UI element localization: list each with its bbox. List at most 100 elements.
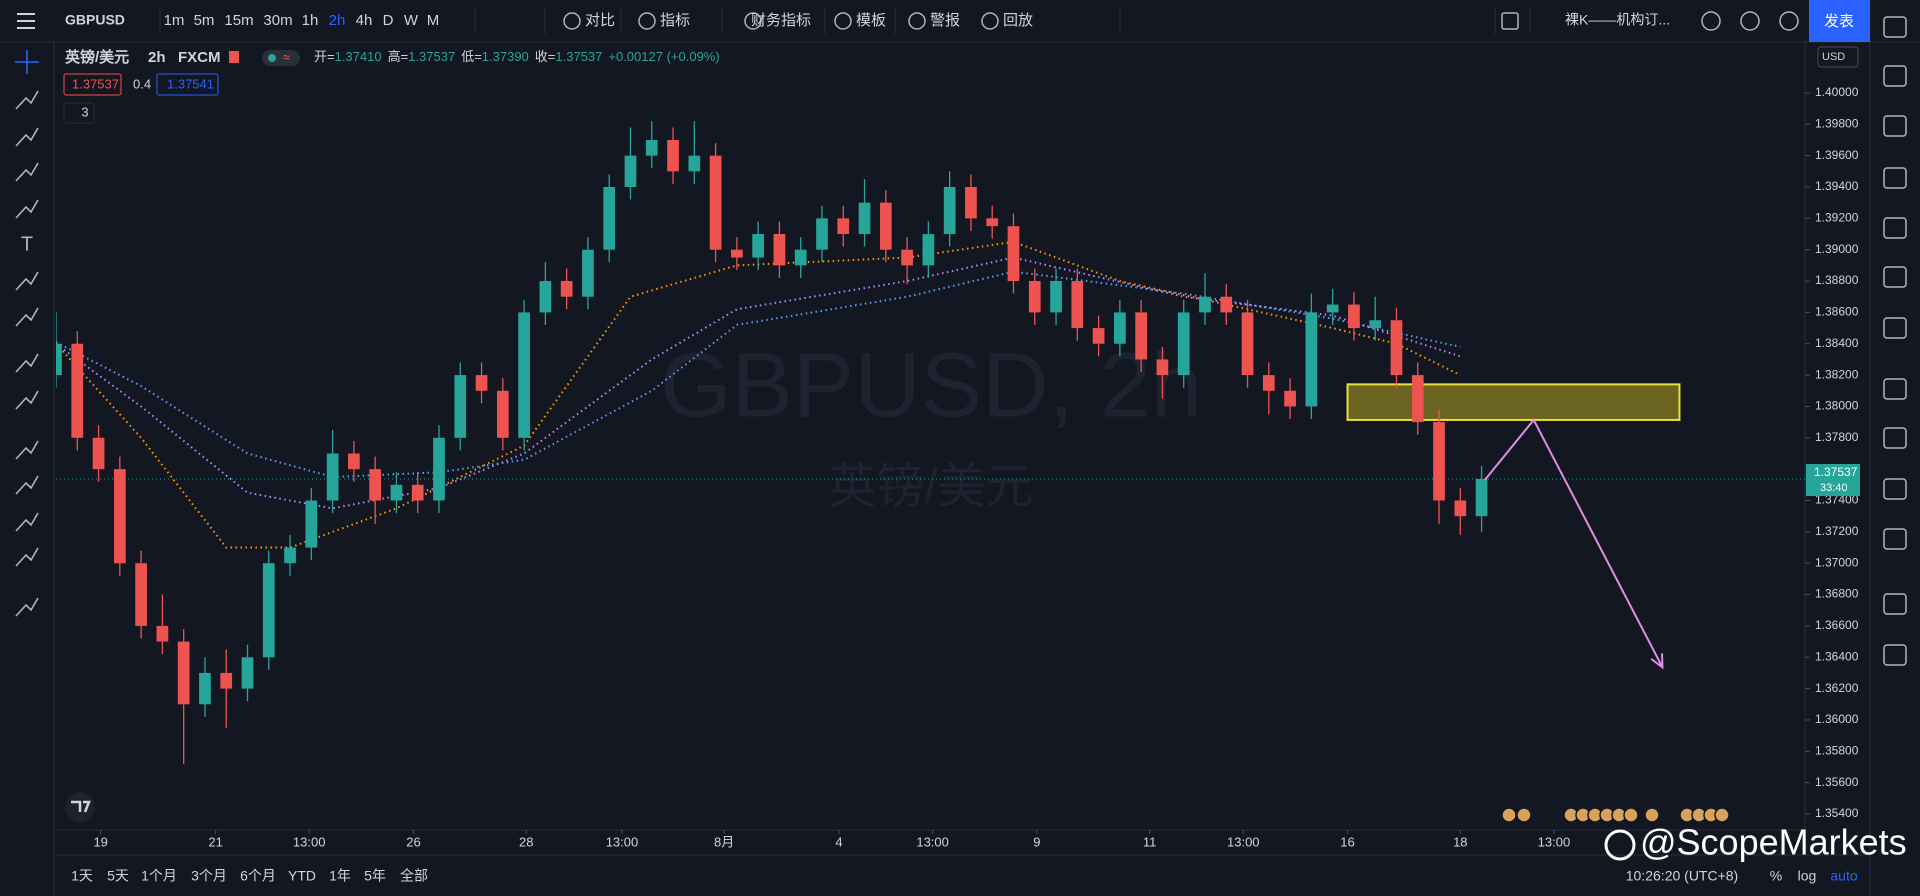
range-button[interactable]: 3个月 <box>191 868 227 884</box>
layout-name[interactable]: 裸K——机构订... <box>1565 12 1670 28</box>
candle-body <box>645 139 658 156</box>
range-button[interactable]: 1个月 <box>141 868 177 884</box>
percent-toggle[interactable]: % <box>1770 868 1782 884</box>
candle-body <box>262 563 275 658</box>
candle-body <box>1156 359 1169 376</box>
button-icon[interactable] <box>981 12 999 30</box>
y-tick-label: 1.35400 <box>1815 806 1859 820</box>
toolbar-icon[interactable] <box>1779 11 1799 31</box>
candle-body <box>986 218 999 227</box>
legend-low-label: 低= <box>461 49 482 64</box>
interval[interactable]: 15m <box>224 12 253 29</box>
tool-icon[interactable]: T <box>21 233 33 255</box>
toolbar-button[interactable]: 指标 <box>660 12 690 29</box>
tool-icon[interactable] <box>15 90 39 110</box>
sidebar-icon[interactable] <box>1883 217 1907 239</box>
arrow-head <box>1650 653 1664 670</box>
interval[interactable]: W <box>404 12 419 29</box>
toolbar-button[interactable]: 回放 <box>1003 12 1033 29</box>
sidebar-icon[interactable] <box>1883 65 1907 87</box>
tool-icon[interactable] <box>15 353 39 373</box>
candle-body <box>1284 390 1296 407</box>
sidebar-icon[interactable] <box>1883 528 1907 550</box>
button-icon[interactable] <box>563 12 581 30</box>
sidebar-icon[interactable] <box>1883 167 1907 189</box>
candle-body <box>879 202 892 250</box>
sidebar-icon[interactable] <box>1883 115 1907 137</box>
tool-icon[interactable] <box>15 440 39 460</box>
range-button[interactable]: 1天 <box>71 868 93 884</box>
range-button[interactable]: 5年 <box>364 868 386 884</box>
event-flag[interactable] <box>1714 807 1730 823</box>
interval[interactable]: 1m <box>164 12 185 29</box>
sidebar-icon[interactable] <box>1883 378 1907 400</box>
toolbar-button[interactable]: 模板 <box>856 11 886 29</box>
tool-icon[interactable] <box>15 547 39 567</box>
sidebar-icon[interactable] <box>1883 317 1907 339</box>
tool-icon[interactable] <box>15 271 39 291</box>
toolbar-button[interactable]: 警报 <box>930 12 960 29</box>
icon-part <box>15 597 39 617</box>
publish-button[interactable] <box>1809 0 1870 42</box>
button-icon[interactable] <box>834 12 852 30</box>
tool-icon[interactable] <box>15 199 39 219</box>
interval[interactable]: 1h <box>302 12 319 29</box>
range-button[interactable]: 5天 <box>107 868 129 884</box>
menu-icon[interactable] <box>17 13 35 29</box>
range-button[interactable]: 全部 <box>400 868 428 884</box>
candle-body <box>92 437 105 470</box>
status-dot <box>268 54 276 62</box>
y-tick-label: 1.38200 <box>1815 367 1859 381</box>
interval[interactable]: 30m <box>263 12 292 29</box>
candle-body <box>1348 304 1360 329</box>
interval[interactable]: 5m <box>194 12 215 29</box>
interval[interactable]: 4h <box>356 12 373 29</box>
sidebar-icon[interactable] <box>1883 266 1907 288</box>
event-flag[interactable] <box>1516 807 1532 823</box>
tool-icon[interactable] <box>15 307 39 327</box>
legend-close: 1.37537 <box>555 49 602 64</box>
interval[interactable]: M <box>427 12 440 29</box>
toolbar-icon[interactable] <box>1740 11 1760 31</box>
tool-icon[interactable] <box>15 512 39 532</box>
toolbar-button[interactable]: 财务指标 <box>751 12 811 29</box>
candle-body <box>943 186 956 235</box>
log-toggle[interactable]: log <box>1798 868 1817 884</box>
button-icon[interactable] <box>638 12 656 30</box>
sidebar-icon[interactable] <box>1883 478 1907 500</box>
event-flag[interactable] <box>1501 807 1517 823</box>
tool-icon[interactable] <box>15 162 39 182</box>
tool-icon[interactable] <box>15 127 39 147</box>
price-tag-label: 1.37537 <box>1814 465 1858 479</box>
toolbar-button[interactable]: 对比 <box>585 12 615 29</box>
tool-icon[interactable] <box>15 597 39 617</box>
tool-icon[interactable] <box>15 390 39 410</box>
symbol[interactable]: GBPUSD <box>65 12 125 28</box>
toolbar-icon[interactable] <box>1701 11 1721 31</box>
candle-body <box>1007 226 1020 282</box>
layout-icon[interactable] <box>1501 12 1519 30</box>
button-icon[interactable] <box>744 12 762 30</box>
watermark-symbol: GBPUSD, 2h <box>660 334 1202 436</box>
x-tick-label: 13:00 <box>606 834 639 849</box>
indicators-toggle[interactable] <box>63 102 95 124</box>
indicators-count[interactable]: 3 <box>81 104 88 119</box>
range-button[interactable]: YTD <box>288 868 316 884</box>
auto-toggle[interactable]: auto <box>1830 868 1857 884</box>
candle-body <box>135 563 147 626</box>
sidebar-icon[interactable] <box>1883 644 1907 666</box>
button-icon[interactable] <box>908 12 926 30</box>
sidebar-icon[interactable] <box>1883 16 1907 38</box>
range-button[interactable]: 1年 <box>329 868 351 884</box>
y-tick-label: 1.39000 <box>1815 242 1859 256</box>
sidebar-icon[interactable] <box>1883 427 1907 449</box>
interval[interactable]: 2h <box>329 12 346 29</box>
interval[interactable]: D <box>383 12 394 29</box>
range-button[interactable]: 6个月 <box>240 868 276 884</box>
tool-icon[interactable] <box>15 50 39 74</box>
publish-label[interactable]: 发表 <box>1824 13 1854 30</box>
sidebar-icon[interactable] <box>1883 593 1907 615</box>
event-flag[interactable] <box>1644 807 1660 823</box>
tool-icon[interactable] <box>15 475 39 495</box>
event-flag[interactable] <box>1623 807 1639 823</box>
